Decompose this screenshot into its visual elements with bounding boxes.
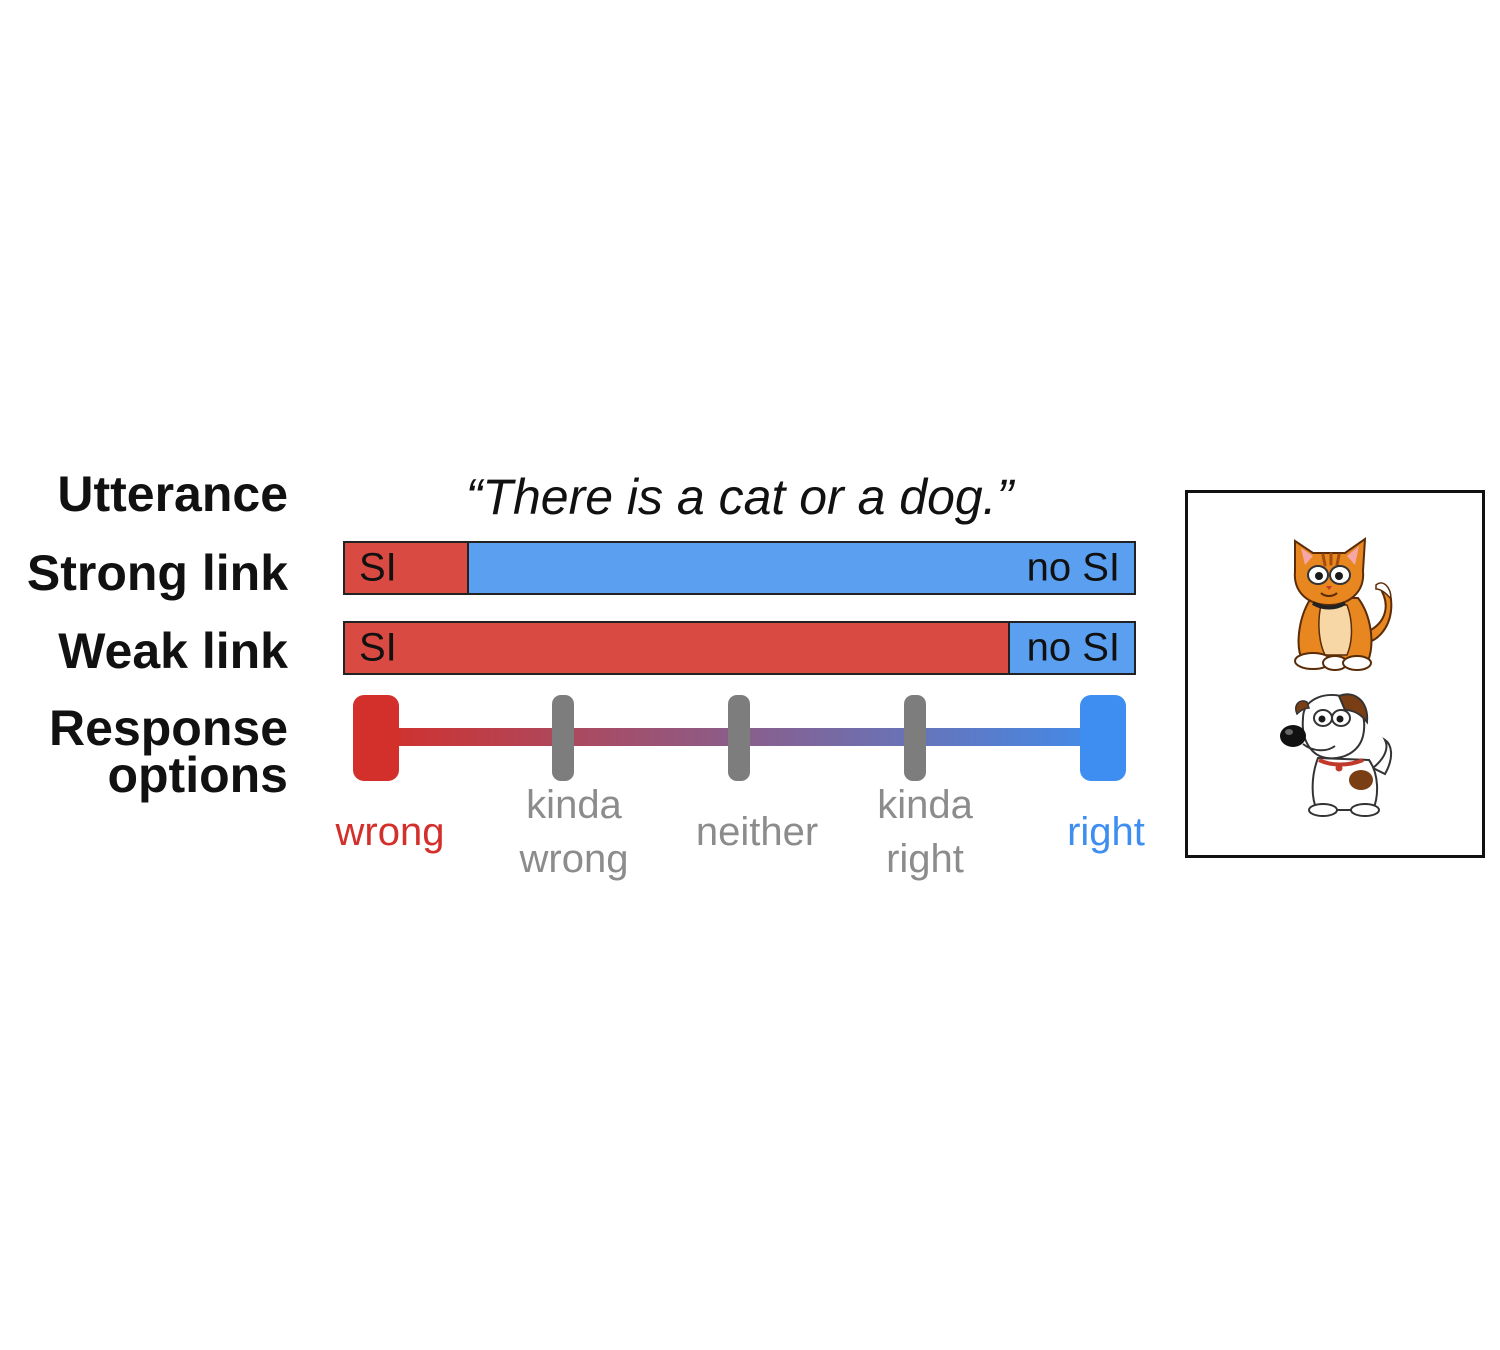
weak-link-nosi-label: no SI [1026,625,1120,670]
option-kinda-wrong-label: kinda wrong [520,778,629,886]
scale-tick-kinda-wrong[interactable] [552,695,574,781]
stimulus-picture-box [1185,490,1485,858]
weak-link-bar: SI no SI [343,621,1136,675]
weak-link-row-label: Weak link [58,623,288,679]
response-options-row-label: Response options [49,703,288,800]
strong-link-nosi-label: no SI [1026,545,1120,590]
response-label-line2: options [107,747,288,803]
weak-link-si-segment: SI [345,623,1008,673]
option-right-text: right [1067,810,1145,854]
utterance-row-label: Utterance [57,466,288,522]
weak-link-si-label: SI [359,625,397,670]
utterance-text: “There is a cat or a dog.” [465,469,1014,525]
scale-tick-kinda-right[interactable] [904,695,926,781]
scale-tick-neither[interactable] [728,695,750,781]
option-wrong-label: wrong [336,805,445,859]
scale-end-wrong[interactable] [353,695,399,781]
option-kinda-right-label: kinda right [877,778,973,886]
strong-link-bar: SI no SI [343,541,1136,595]
strong-link-divider [467,543,470,593]
dog-icon [1280,693,1392,817]
option-neither-text: neither [695,810,819,854]
option-kinda-wrong-line1: kinda [526,783,622,827]
response-scale [353,695,1126,781]
option-kinda-right-line2: right [886,837,964,881]
strong-link-si-label: SI [359,545,397,590]
option-neither-label: neither [696,805,818,859]
response-label-line1: Response [49,700,288,756]
weak-link-divider [1007,623,1010,673]
strong-link-nosi-segment: no SI [469,543,1134,593]
option-wrong-text: wrong [335,810,445,854]
cat-icon [1293,536,1393,671]
option-kinda-right-line1: kinda [877,783,973,827]
scale-end-right[interactable] [1080,695,1126,781]
strong-link-row-label: Strong link [26,545,288,601]
option-kinda-wrong-line2: wrong [519,837,629,881]
weak-link-nosi-segment: no SI [1009,623,1134,673]
strong-link-si-segment: SI [345,543,468,593]
option-right-label: right [1067,805,1145,859]
